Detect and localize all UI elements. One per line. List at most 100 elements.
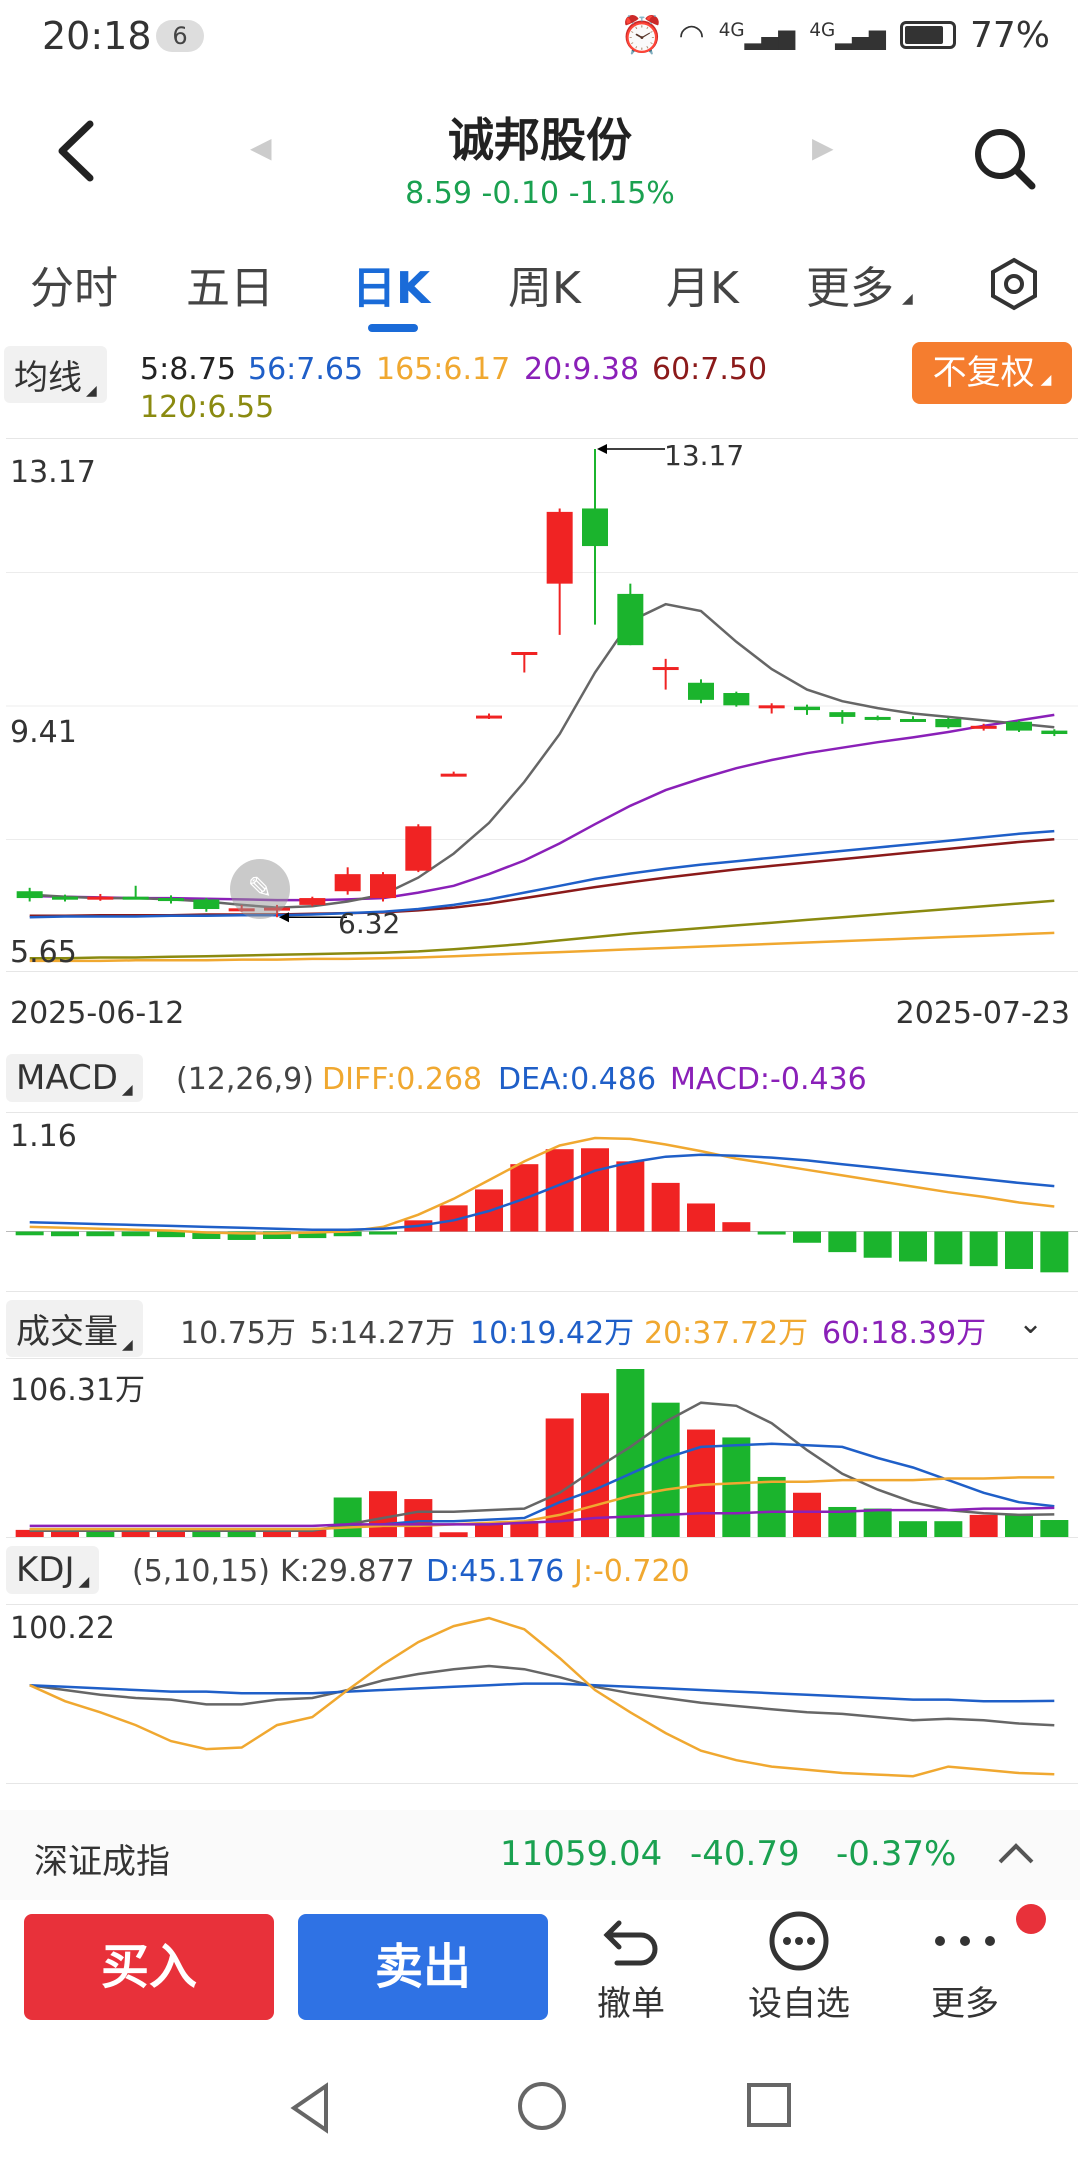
more-circle-icon: [769, 1911, 829, 1971]
macd-bar: [793, 1231, 821, 1243]
kdj-j: J:-0.720: [574, 1554, 690, 1589]
search-icon[interactable]: [970, 124, 1040, 194]
ma-selector-button[interactable]: 均线 ◢: [4, 346, 107, 403]
high-marker-head: [597, 444, 607, 454]
kdj-d-line: [29, 1682, 1055, 1703]
tab-five-day[interactable]: 五日: [186, 263, 274, 314]
wifi-icon: ◠: [678, 17, 705, 53]
volume-legend: 成交量 ◢ 10.75万 5:14.27万 10:19.42万 20:37.72万…: [0, 1298, 1080, 1357]
stock-price: 8.59: [405, 176, 472, 211]
buy-button[interactable]: 买入: [24, 1914, 274, 2020]
macd-selector-button[interactable]: MACD ◢: [6, 1054, 143, 1102]
kdj-chart-panel[interactable]: 100.22: [6, 1604, 1078, 1784]
kdj-params: (5,10,15): [132, 1554, 270, 1589]
cancel-order-button[interactable]: 撤单: [566, 1906, 696, 2025]
candle-body: [193, 899, 220, 910]
ma-line-20: [29, 713, 1055, 902]
kline-chart[interactable]: [6, 439, 1078, 973]
volume-bar: [86, 1529, 115, 1537]
kdj-chart[interactable]: [6, 1605, 1078, 1785]
trade-action-bar: 买入 卖出 撤单 设自选 更多: [0, 1900, 1080, 2030]
volume-axis-max: 106.31万: [10, 1373, 145, 1408]
index-name: 深证成指: [34, 1842, 170, 1882]
macd-chart-panel[interactable]: 1.16: [6, 1112, 1078, 1292]
volume-ma20: 20:37.72万: [644, 1316, 809, 1351]
volume-bar: [333, 1497, 362, 1537]
price-axis-mid: 9.41: [10, 715, 77, 750]
macd-bar: [263, 1231, 291, 1240]
kdj-j-line: [29, 1616, 1055, 1778]
more-button[interactable]: 更多: [900, 1906, 1030, 2025]
prev-stock-icon[interactable]: ◀: [250, 131, 272, 164]
macd-diff-line: [29, 1136, 1055, 1235]
nav-recents-icon[interactable]: [744, 2080, 794, 2130]
signal-icon-2: 4G▂▄▆: [809, 19, 886, 51]
ma-legend-item: 56:7.65: [248, 352, 364, 387]
add-watchlist-button[interactable]: 设自选: [734, 1906, 864, 2025]
drawing-tool-button[interactable]: ✎: [230, 859, 290, 919]
macd-bar: [687, 1203, 715, 1232]
kline-chart-panel[interactable]: 13.17 9.41 5.65 13.17 6.32 ✎: [6, 438, 1078, 972]
macd-params: (12,26,9): [176, 1062, 314, 1097]
kdj-k-line: [29, 1664, 1055, 1727]
stock-change: -0.10: [481, 176, 560, 211]
next-stock-icon[interactable]: ▶: [812, 131, 834, 164]
candle-body: [1041, 730, 1068, 735]
volume-bar: [192, 1529, 221, 1537]
sell-button[interactable]: 卖出: [298, 1914, 548, 2020]
volume-bar: [475, 1524, 503, 1537]
volume-bar: [899, 1521, 927, 1537]
ma-legend-item: 165:6.17: [376, 352, 511, 387]
price-adjust-button[interactable]: 不复权 ◢: [912, 342, 1072, 404]
nav-home-icon[interactable]: [514, 2078, 570, 2134]
tab-intraday[interactable]: 分时: [30, 263, 118, 314]
volume-bar: [439, 1532, 468, 1537]
active-tab-indicator: [368, 324, 418, 332]
volume-chart-panel[interactable]: 106.31万: [6, 1358, 1078, 1538]
signal-icon: 4G▂▄▆: [718, 19, 796, 51]
tab-monthly-k[interactable]: 月K: [666, 263, 739, 314]
macd-bar: [192, 1231, 221, 1240]
tab-more[interactable]: 更多 ◢: [806, 263, 913, 314]
macd-bar: [899, 1231, 927, 1262]
macd-bar: [157, 1231, 185, 1238]
macd-bar: [828, 1231, 857, 1253]
index-change: -40.79: [690, 1834, 800, 1874]
candle-body: [52, 896, 78, 900]
macd-bar: [1040, 1231, 1069, 1273]
volume-bar: [793, 1492, 821, 1537]
ma-legend-item: 5:8.75: [140, 352, 236, 387]
kdj-selector-button[interactable]: KDJ ◢: [6, 1546, 100, 1594]
tab-daily-k[interactable]: 日K: [352, 263, 431, 314]
battery-percent: 77%: [969, 14, 1050, 56]
volume-bar: [369, 1491, 397, 1537]
volume-bar: [757, 1476, 786, 1537]
volume-bar: [1005, 1514, 1033, 1537]
low-price-marker: 6.32: [338, 907, 401, 940]
settings-hexagon-icon[interactable]: [984, 254, 1044, 314]
chevron-up-icon[interactable]: [996, 1840, 1036, 1866]
index-ticker[interactable]: 深证成指 11059.04 -40.79 -0.37%: [0, 1810, 1080, 1900]
period-tabs: 分时 五日 日K 周K 月K 更多 ◢: [0, 238, 1080, 334]
more-label: 更多: [931, 1984, 999, 2024]
volume-chart[interactable]: [6, 1359, 1078, 1539]
volume-bar: [1040, 1520, 1069, 1537]
macd-bar: [51, 1231, 79, 1237]
macd-bar: [15, 1231, 44, 1236]
macd-bar: [934, 1231, 963, 1265]
volume-ma-line-10: [29, 1442, 1055, 1531]
kdj-k: K:29.877: [280, 1554, 415, 1589]
volume-selector-button[interactable]: 成交量 ◢: [6, 1300, 143, 1357]
candle-body: [299, 898, 326, 905]
volume-ma-line-20: [29, 1476, 1055, 1531]
ma-legend-item: 60:7.50: [652, 352, 768, 387]
volume-ma60: 60:18.39万: [822, 1316, 987, 1351]
back-arrow-icon[interactable]: [48, 116, 108, 186]
nav-back-icon[interactable]: [284, 2078, 334, 2138]
macd-chart[interactable]: [6, 1113, 1078, 1293]
cancel-order-label: 撤单: [597, 1984, 665, 2024]
chevron-down-icon[interactable]: ⌄: [1018, 1306, 1044, 1341]
macd-bar: [121, 1231, 150, 1237]
ma-legend-bar: 均线 ◢ 5:8.75 56:7.65 165:6.17 20:9.38 60:7…: [0, 342, 1080, 432]
tab-weekly-k[interactable]: 周K: [508, 263, 581, 314]
